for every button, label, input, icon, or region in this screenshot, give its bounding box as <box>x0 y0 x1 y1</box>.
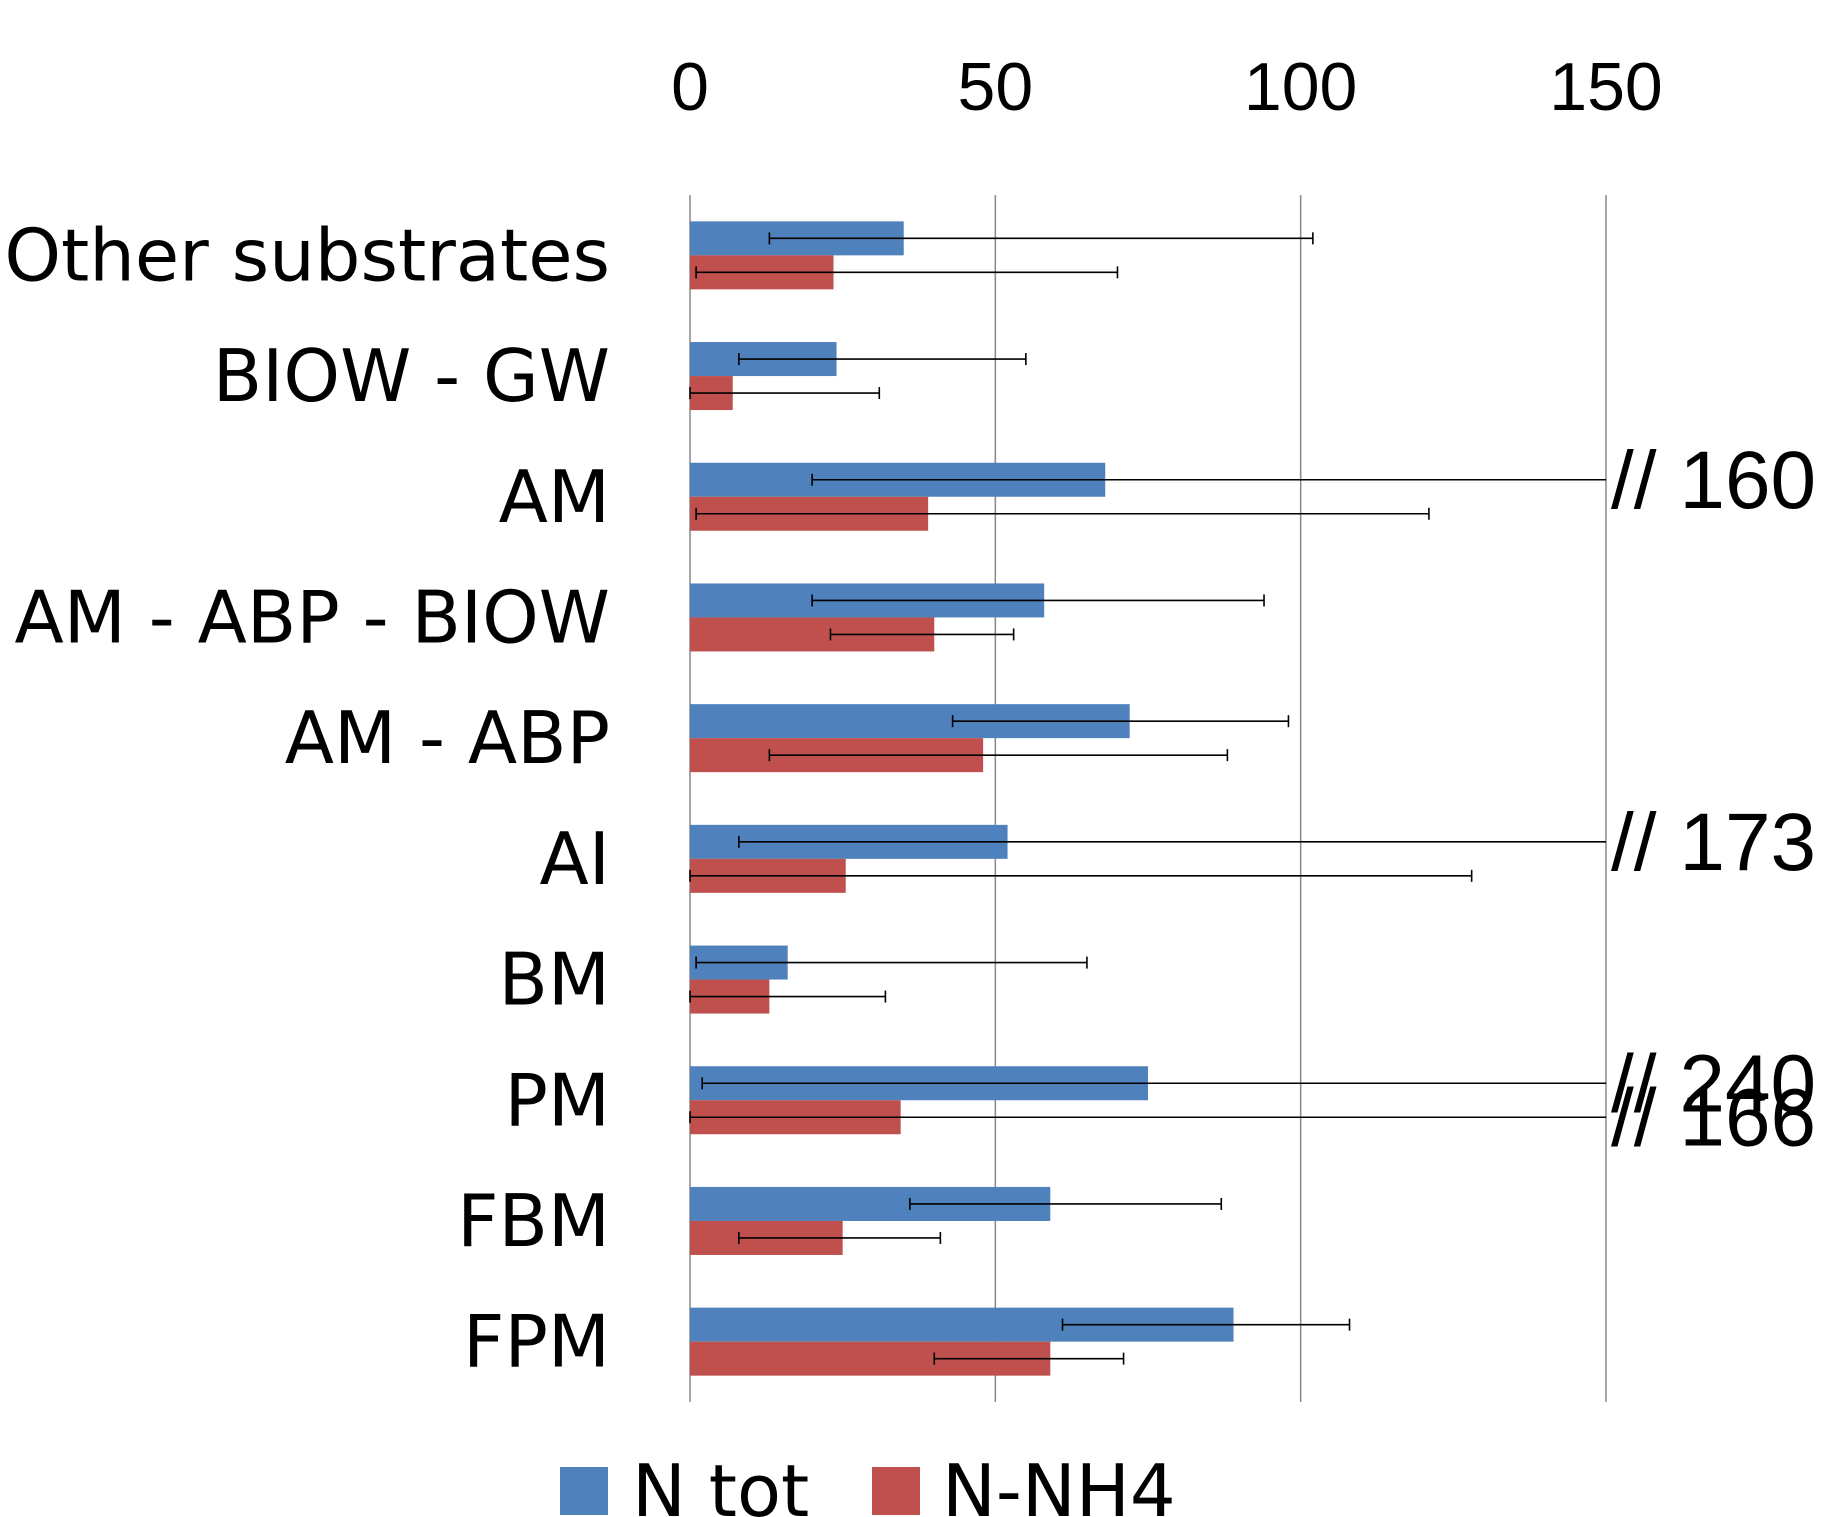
category-label-ai: AI <box>540 817 611 901</box>
x-axis-ticks: 0 50 100 150 <box>671 49 1663 125</box>
category-label-fbm: FBM <box>457 1179 610 1263</box>
break-label-pm-n-nh4: // 166 <box>1611 1072 1816 1163</box>
category-label-am-abp: AM - ABP <box>285 696 610 780</box>
category-label-pm: PM <box>504 1058 610 1142</box>
category-label-other-substrates: Other substrates <box>4 213 610 297</box>
legend: N tot N-NH4 <box>560 1449 1176 1517</box>
category-label-am-abp-biow: AM - ABP - BIOW <box>15 575 610 659</box>
break-label-am-n-tot: // 160 <box>1611 435 1816 526</box>
break-label-ai-n-tot: // 173 <box>1611 797 1816 888</box>
category-label-am: AM <box>499 455 610 539</box>
bars <box>690 221 1234 1376</box>
break-labels: // 160 // 173 // 240// 166 <box>1611 435 1816 1164</box>
category-labels: Other substrates BIOW - GW AM AM - ABP - BI… <box>4 213 610 1383</box>
x-tick-label-0: 0 <box>671 49 709 125</box>
legend-swatch-n-tot <box>560 1467 608 1515</box>
legend-label-n-nh4: N-NH4 <box>942 1449 1176 1517</box>
break-label-pm-n-tot: // 240 <box>1611 1038 1816 1129</box>
legend-label-n-tot: N tot <box>632 1449 809 1517</box>
category-label-biow-gw: BIOW - GW <box>213 334 610 418</box>
error-bars <box>689 232 1606 1365</box>
category-label-fpm: FPM <box>463 1300 610 1384</box>
x-tick-label-100: 100 <box>1244 49 1357 125</box>
x-tick-label-150: 150 <box>1549 49 1662 125</box>
category-label-bm: BM <box>498 938 610 1022</box>
x-tick-label-50: 50 <box>958 49 1034 125</box>
legend-swatch-n-nh4 <box>872 1467 920 1515</box>
